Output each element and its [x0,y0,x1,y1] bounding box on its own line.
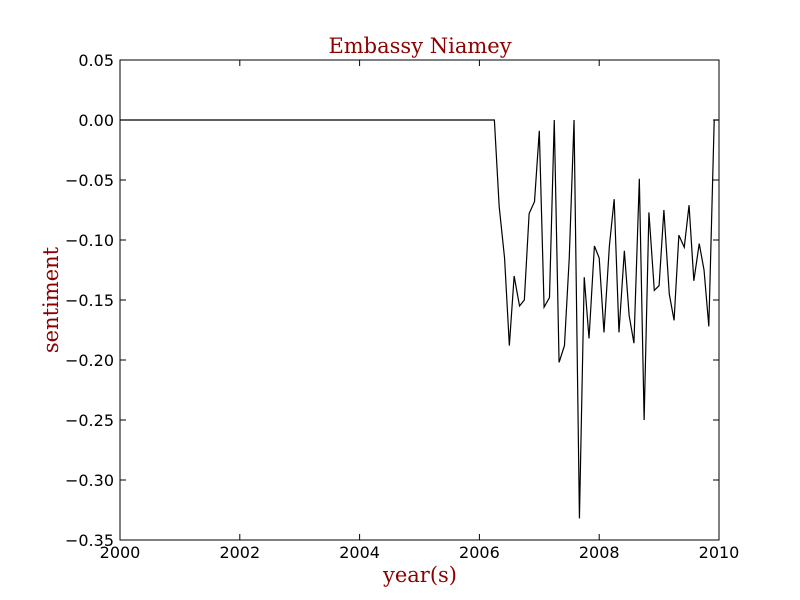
x-tick-label: 2008 [579,543,620,562]
y-tick-label: 0.00 [78,111,114,130]
y-axis-label: sentiment [39,246,63,353]
x-tick-label: 2010 [699,543,740,562]
y-tick-label: −0.05 [65,171,114,190]
series-line-sentiment [120,119,719,519]
x-tick-label: 2002 [219,543,260,562]
plot-frame [119,59,720,541]
y-tick-label: −0.15 [65,291,114,310]
chart-title: Embassy Niamey [328,34,511,58]
x-axis-label: year(s) [382,563,457,587]
y-tick-label: −0.20 [65,351,114,370]
y-tick-label: −0.35 [65,531,114,550]
x-tick-label: 2000 [100,543,141,562]
x-tick-label: 2004 [339,543,380,562]
y-tick-label: −0.25 [65,411,114,430]
x-tick-label: 2006 [459,543,500,562]
y-tick-label: 0.05 [78,51,114,70]
y-tick-label: −0.10 [65,231,114,250]
y-tick-label: −0.30 [65,471,114,490]
